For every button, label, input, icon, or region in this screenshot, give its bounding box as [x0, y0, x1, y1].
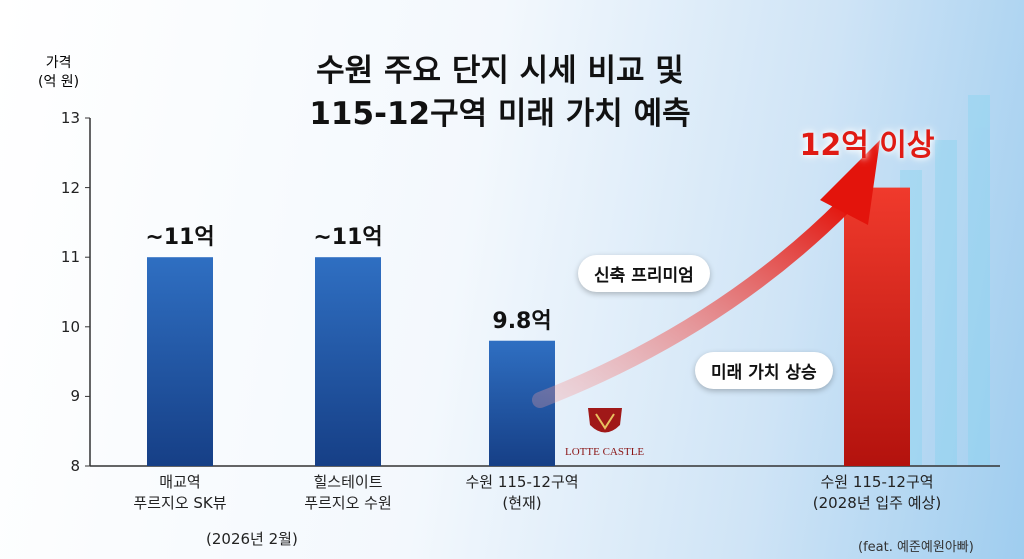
brand-logo	[588, 408, 622, 433]
value-label: 12억 이상	[799, 127, 935, 163]
y-tick-label: 13	[60, 109, 80, 127]
y-tick-label: 8	[70, 457, 80, 475]
y-tick-label: 9	[70, 387, 80, 406]
brand: LOTTE CASTLE	[565, 446, 645, 458]
bar	[844, 187, 910, 466]
x-tick-label: 수원 115-12구역 (현재)	[465, 473, 579, 512]
y-tick-label: 10	[60, 317, 80, 336]
chart-title: 수원 주요 단지 시세 비교 및 115-12구역 미래 가치 예측	[309, 53, 691, 132]
bar	[147, 257, 213, 466]
x-tick-label: 수원 115-12구역 (2028년 입주 예상)	[812, 473, 942, 512]
x-tick-label: 힐스테이트 푸르지오 수원	[304, 473, 392, 512]
annotation: 신축 프리미엄	[578, 255, 710, 292]
rise-arrow	[532, 197, 853, 408]
credit: (feat. 예준예원아빠)	[858, 540, 974, 555]
date-note: (2026년 2월)	[206, 530, 298, 548]
y-axis-title: 가격 (억 원)	[38, 55, 80, 90]
bar	[315, 257, 381, 466]
arrow-head	[820, 140, 880, 225]
y-tick-label: 11	[60, 248, 80, 267]
x-tick-label: 매교역 푸르지오 SK뷰	[133, 473, 227, 512]
value-label: 9.8억	[492, 308, 552, 334]
value-label: ~11억	[313, 225, 383, 251]
value-label: ~11억	[145, 225, 215, 251]
y-tick-label: 12	[60, 178, 80, 197]
annotation: 미래 가치 상승	[695, 352, 833, 389]
